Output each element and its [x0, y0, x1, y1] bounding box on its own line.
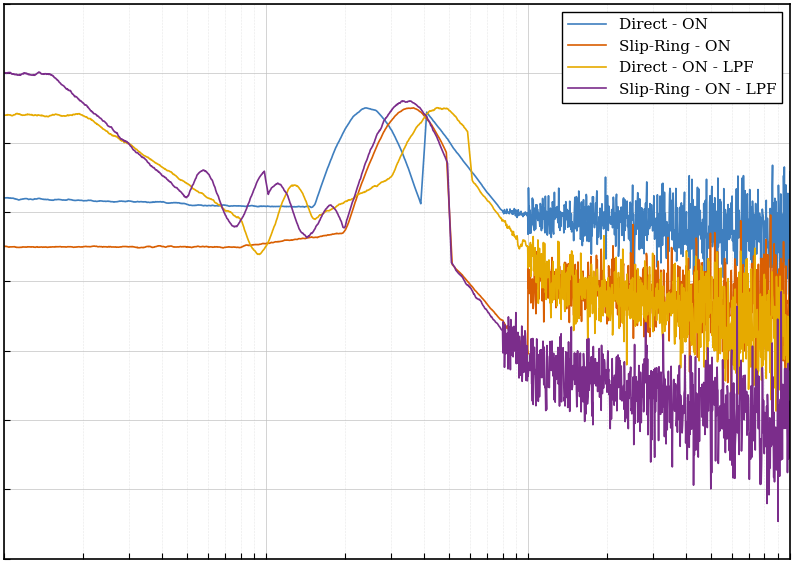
Direct - ON [361, 105, 371, 111]
Slip-Ring - ON [723, 379, 733, 386]
Slip-Ring - ON - LPF [785, 398, 794, 405]
Slip-Ring - ON - LPF [382, 114, 391, 120]
Slip-Ring - ON [0, 243, 9, 250]
Direct - ON [360, 105, 370, 111]
Slip-Ring - ON [785, 267, 794, 274]
Slip-Ring - ON [763, 287, 773, 294]
Slip-Ring - ON [763, 251, 773, 258]
Direct - ON - LPF [360, 189, 370, 195]
Direct - ON [785, 168, 794, 175]
Direct - ON - LPF [771, 408, 781, 414]
Direct - ON - LPF [381, 177, 391, 184]
Direct - ON - LPF [762, 339, 772, 346]
Direct - ON [763, 215, 773, 222]
Slip-Ring - ON [360, 171, 370, 177]
Line: Slip-Ring - ON: Slip-Ring - ON [4, 108, 790, 383]
Slip-Ring - ON - LPF [40, 70, 49, 77]
Line: Slip-Ring - ON - LPF: Slip-Ring - ON - LPF [4, 72, 790, 521]
Direct - ON [0, 194, 9, 201]
Direct - ON [619, 196, 628, 203]
Slip-Ring - ON [409, 105, 418, 111]
Direct - ON - LPF [433, 104, 442, 111]
Slip-Ring - ON - LPF [763, 391, 773, 398]
Direct - ON - LPF [763, 292, 773, 298]
Direct - ON - LPF [0, 111, 9, 118]
Direct - ON - LPF [40, 113, 49, 119]
Slip-Ring - ON - LPF [619, 391, 628, 398]
Direct - ON - LPF [619, 309, 628, 316]
Direct - ON [762, 243, 772, 249]
Slip-Ring - ON [619, 263, 628, 270]
Line: Direct - ON - LPF: Direct - ON - LPF [4, 108, 790, 411]
Direct - ON [40, 196, 49, 203]
Direct - ON - LPF [785, 325, 794, 332]
Line: Direct - ON: Direct - ON [4, 108, 790, 336]
Direct - ON [784, 332, 794, 339]
Slip-Ring - ON - LPF [0, 70, 9, 77]
Slip-Ring - ON [381, 124, 391, 131]
Slip-Ring - ON - LPF [773, 518, 783, 525]
Slip-Ring - ON - LPF [361, 159, 371, 166]
Slip-Ring - ON - LPF [34, 69, 44, 75]
Direct - ON [382, 119, 391, 126]
Slip-Ring - ON - LPF [762, 500, 772, 507]
Legend: Direct - ON, Slip-Ring - ON, Direct - ON - LPF, Slip-Ring - ON - LPF: Direct - ON, Slip-Ring - ON, Direct - ON… [562, 12, 782, 103]
Slip-Ring - ON [40, 244, 49, 251]
